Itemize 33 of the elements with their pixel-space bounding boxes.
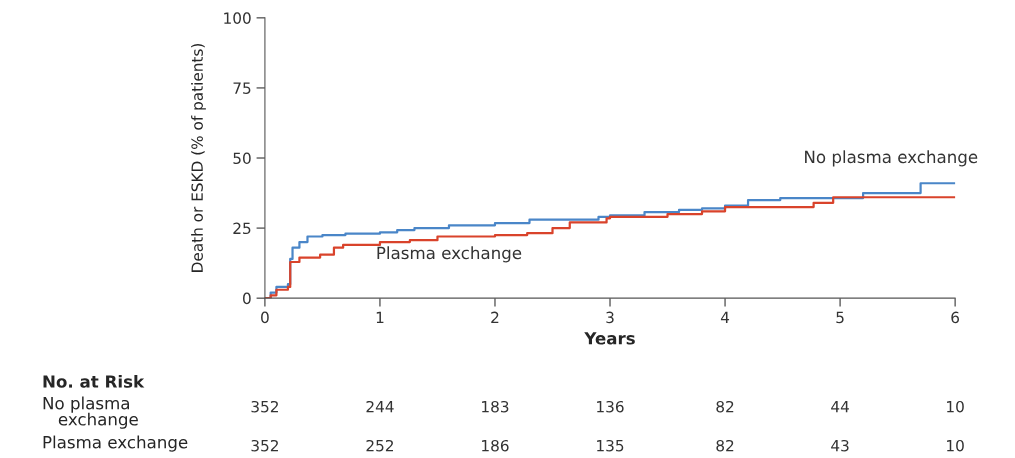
text: No plasma exchange: [43, 396, 138, 429]
text: 43: [831, 439, 849, 452]
series-label: No plasma exchange: [805, 150, 978, 167]
text: 244: [366, 400, 394, 413]
y-axis-title: Death or ESKD (% of patients): [191, 43, 206, 272]
text: 82: [716, 439, 734, 452]
series-label: Plasma exchange: [377, 246, 522, 263]
x-tick-label: 4: [720, 311, 730, 323]
text: 136: [597, 400, 624, 413]
text: 186: [482, 439, 509, 452]
text: 10: [947, 400, 964, 413]
y-tick-label: 50: [233, 152, 251, 165]
text: 44: [831, 401, 849, 413]
text: 352: [251, 439, 278, 452]
y-tick-label: 25: [233, 222, 251, 235]
x-tick-label: 2: [491, 311, 499, 323]
text: 135: [597, 439, 624, 452]
text: No. at Risk: [43, 374, 145, 388]
x-tick-label: 0: [261, 311, 269, 324]
y-tick-label: 100: [224, 12, 251, 24]
text: 252: [366, 439, 393, 452]
x-tick-label: 3: [606, 311, 614, 324]
x-tick-label: 5: [836, 311, 844, 324]
text: 82: [716, 400, 734, 413]
x-tick-label: 6: [951, 311, 960, 324]
y-tick-label: 0: [243, 292, 251, 305]
x-tick-label: 1: [376, 311, 384, 323]
text: Plasma exchange: [43, 435, 188, 452]
text: 352: [251, 400, 278, 413]
x-axis-title: Years: [584, 332, 635, 345]
text: 183: [482, 400, 509, 413]
text: 10: [947, 439, 964, 452]
y-tick-label: 75: [233, 82, 251, 94]
